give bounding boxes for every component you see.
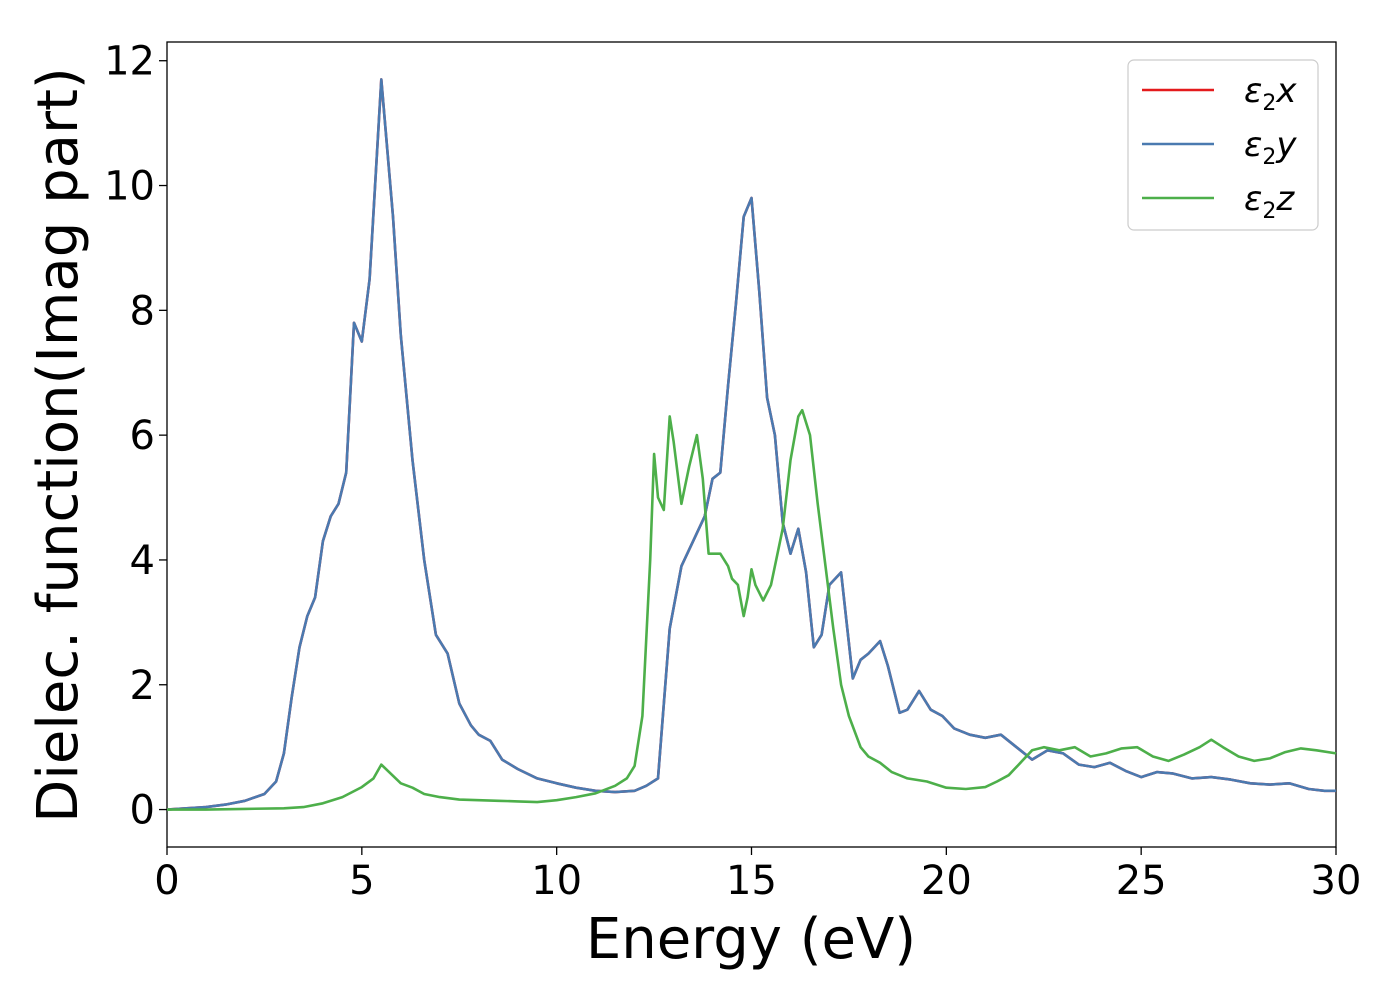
x-tick-label: 15 [726, 858, 777, 904]
y-tick-label: 8 [130, 288, 155, 334]
y-tick-label: 2 [130, 663, 155, 709]
y-tick-label: 10 [104, 164, 155, 210]
y-tick-label: 4 [130, 538, 155, 584]
x-tick-label: 25 [1116, 858, 1167, 904]
series-layer [166, 78, 1337, 811]
y-axis-title: Dielec. function(Imag part) [26, 67, 91, 823]
x-tick-label: 30 [1311, 858, 1362, 904]
legend: ε2x ε2y ε2z [1127, 59, 1319, 231]
y-tick-label: 6 [130, 413, 155, 459]
x-tick-label: 10 [531, 858, 582, 904]
x-axis-ticks: 0 5 10 15 20 25 30 [154, 847, 1361, 904]
legend-label-z: ε2z [1244, 179, 1295, 224]
x-tick-label: 0 [154, 858, 179, 904]
y-axis-ticks: 0 2 4 6 8 10 12 [104, 39, 167, 834]
series-line-z [167, 408, 1337, 811]
legend-items: ε2x ε2y ε2z [1142, 71, 1297, 224]
legend-label-y: ε2y [1244, 125, 1297, 170]
series-line-y [166, 78, 1336, 811]
y-tick-label: 12 [104, 39, 155, 85]
x-tick-label: 5 [349, 858, 374, 904]
x-axis-title: Energy (eV) [586, 907, 916, 972]
y-tick-label: 0 [130, 788, 155, 834]
x-tick-label: 20 [921, 858, 972, 904]
legend-box [1127, 59, 1319, 231]
legend-label-x: ε2x [1244, 71, 1297, 116]
